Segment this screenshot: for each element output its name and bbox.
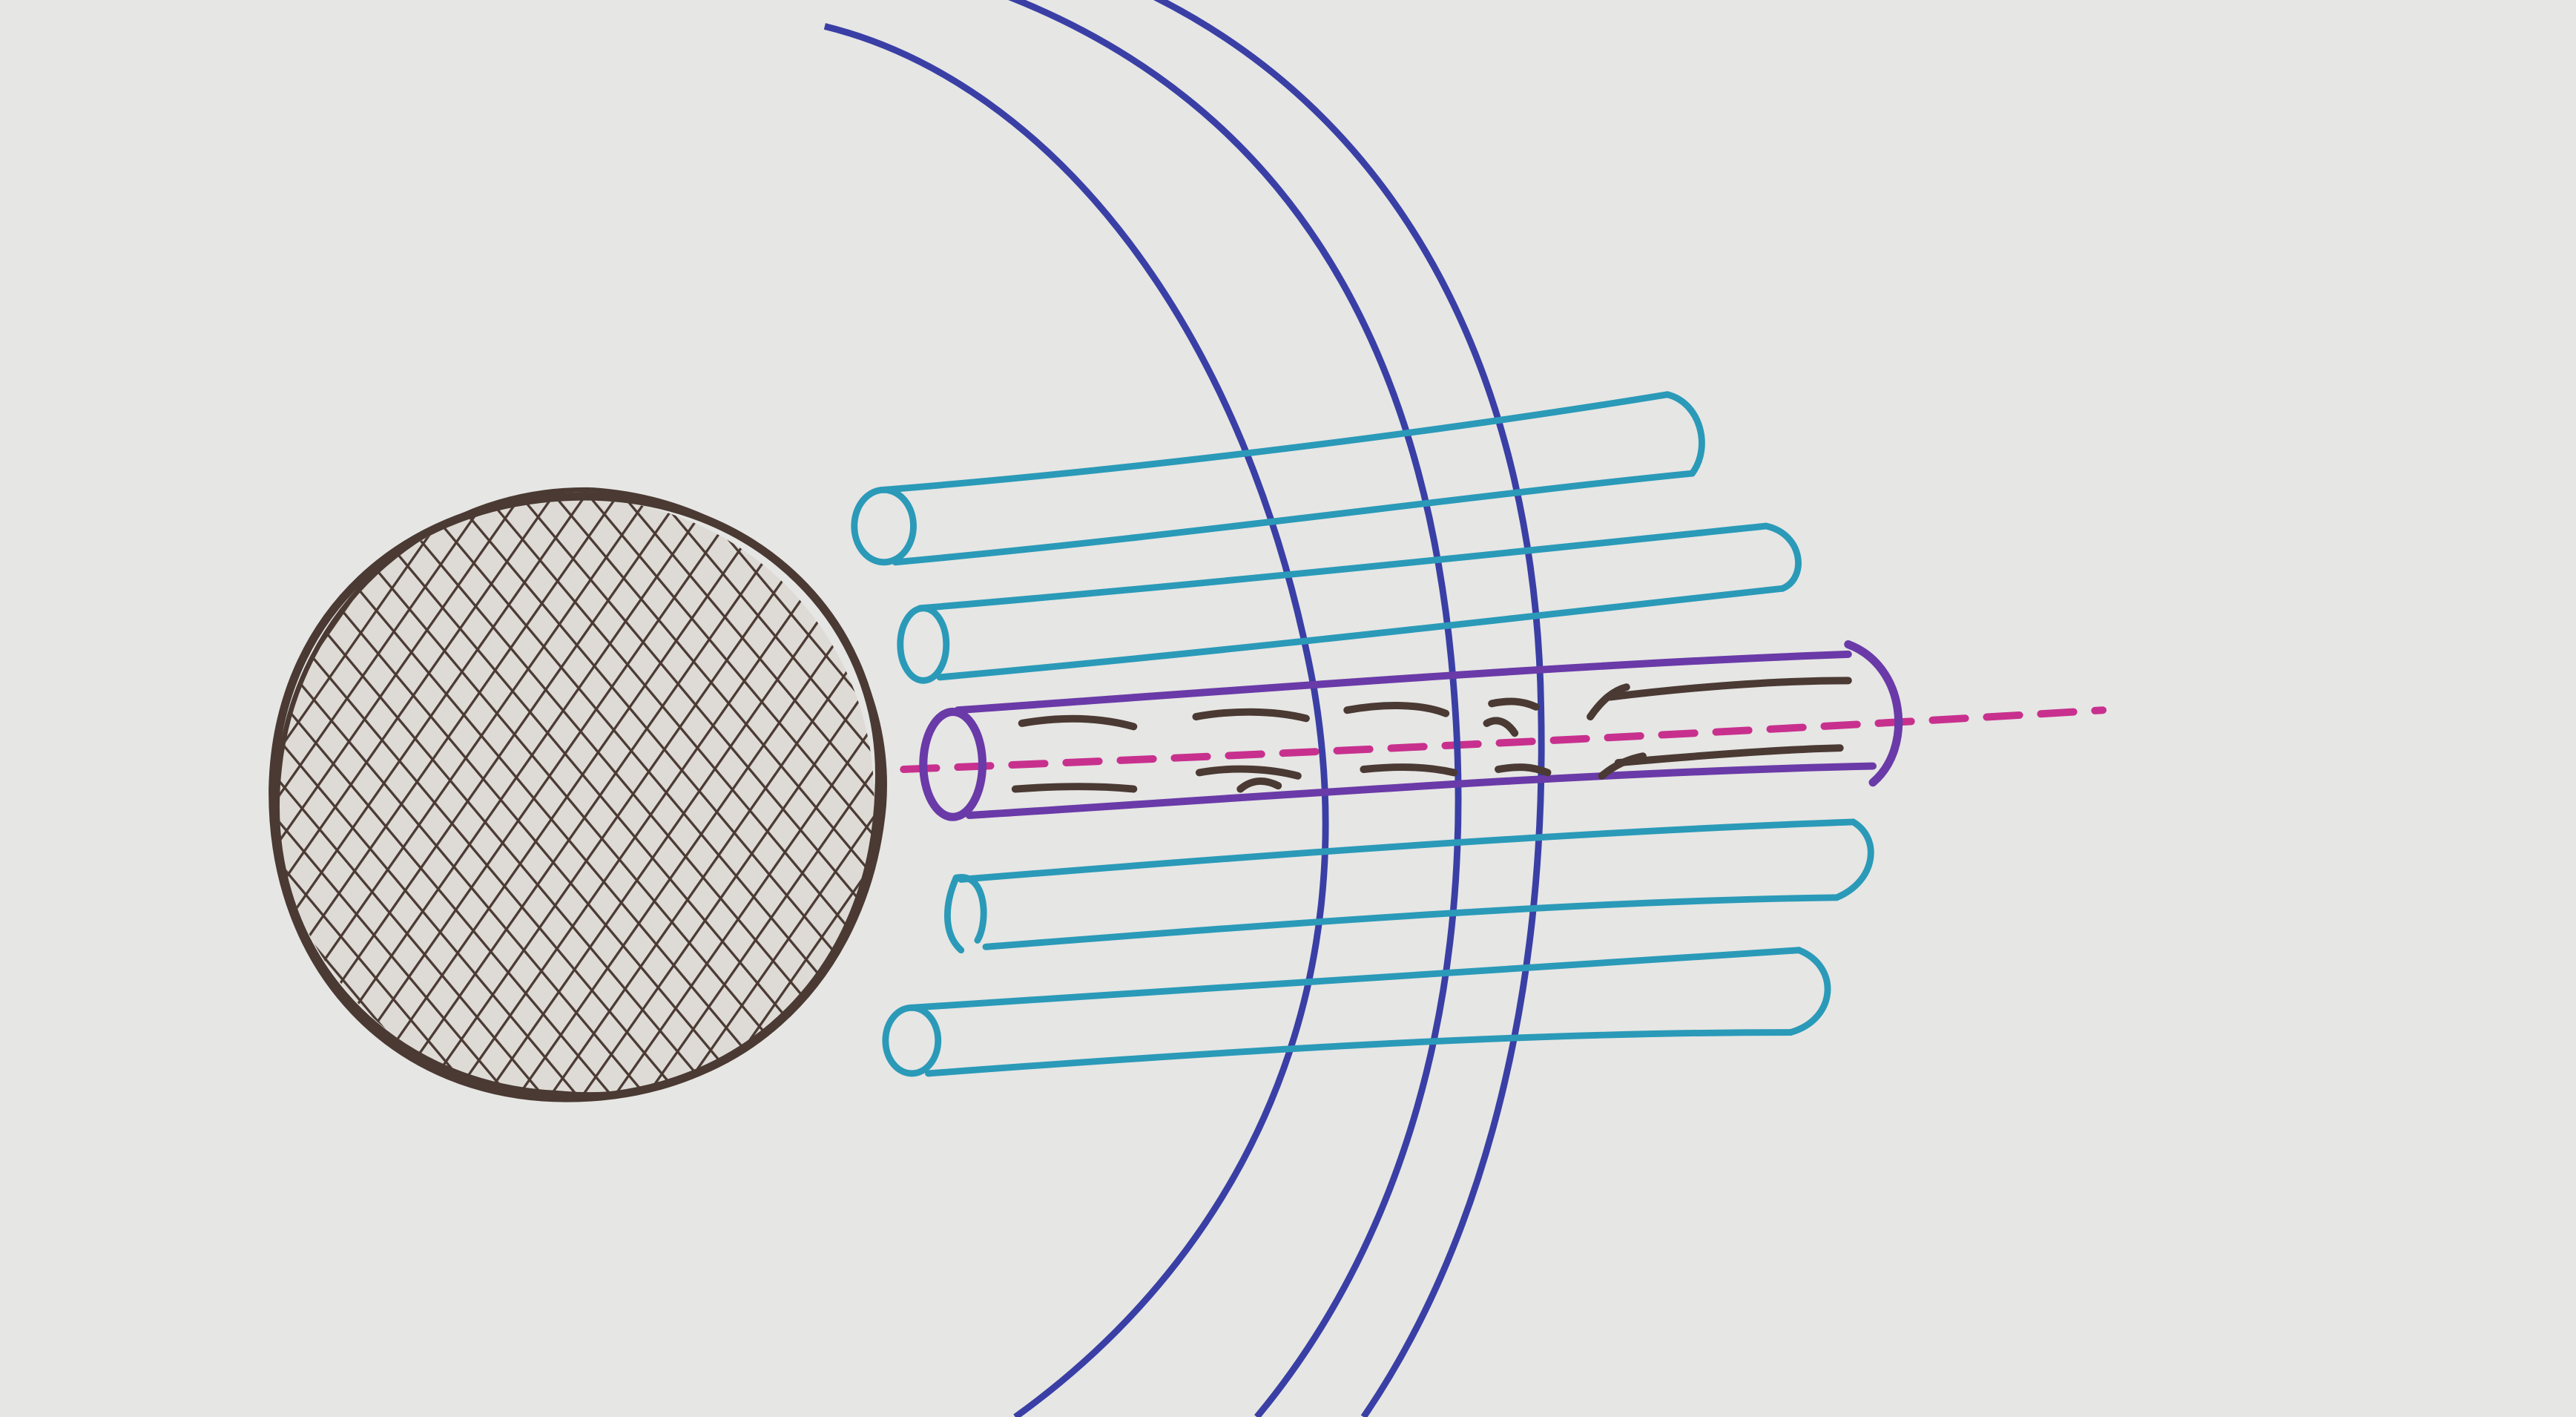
tube-5 [882, 947, 1831, 1077]
tube-4 [944, 818, 1874, 954]
central-axis [900, 706, 2107, 773]
inner-membrane-arc-edge [1153, 0, 1545, 1417]
tube-2 [897, 522, 1802, 684]
outer-membrane-arc [823, 23, 1329, 1417]
central-tube [919, 640, 1903, 821]
flow-arrows [1011, 677, 1852, 793]
tube-1 [851, 391, 1705, 566]
crosshatched-sphere [269, 487, 887, 1102]
